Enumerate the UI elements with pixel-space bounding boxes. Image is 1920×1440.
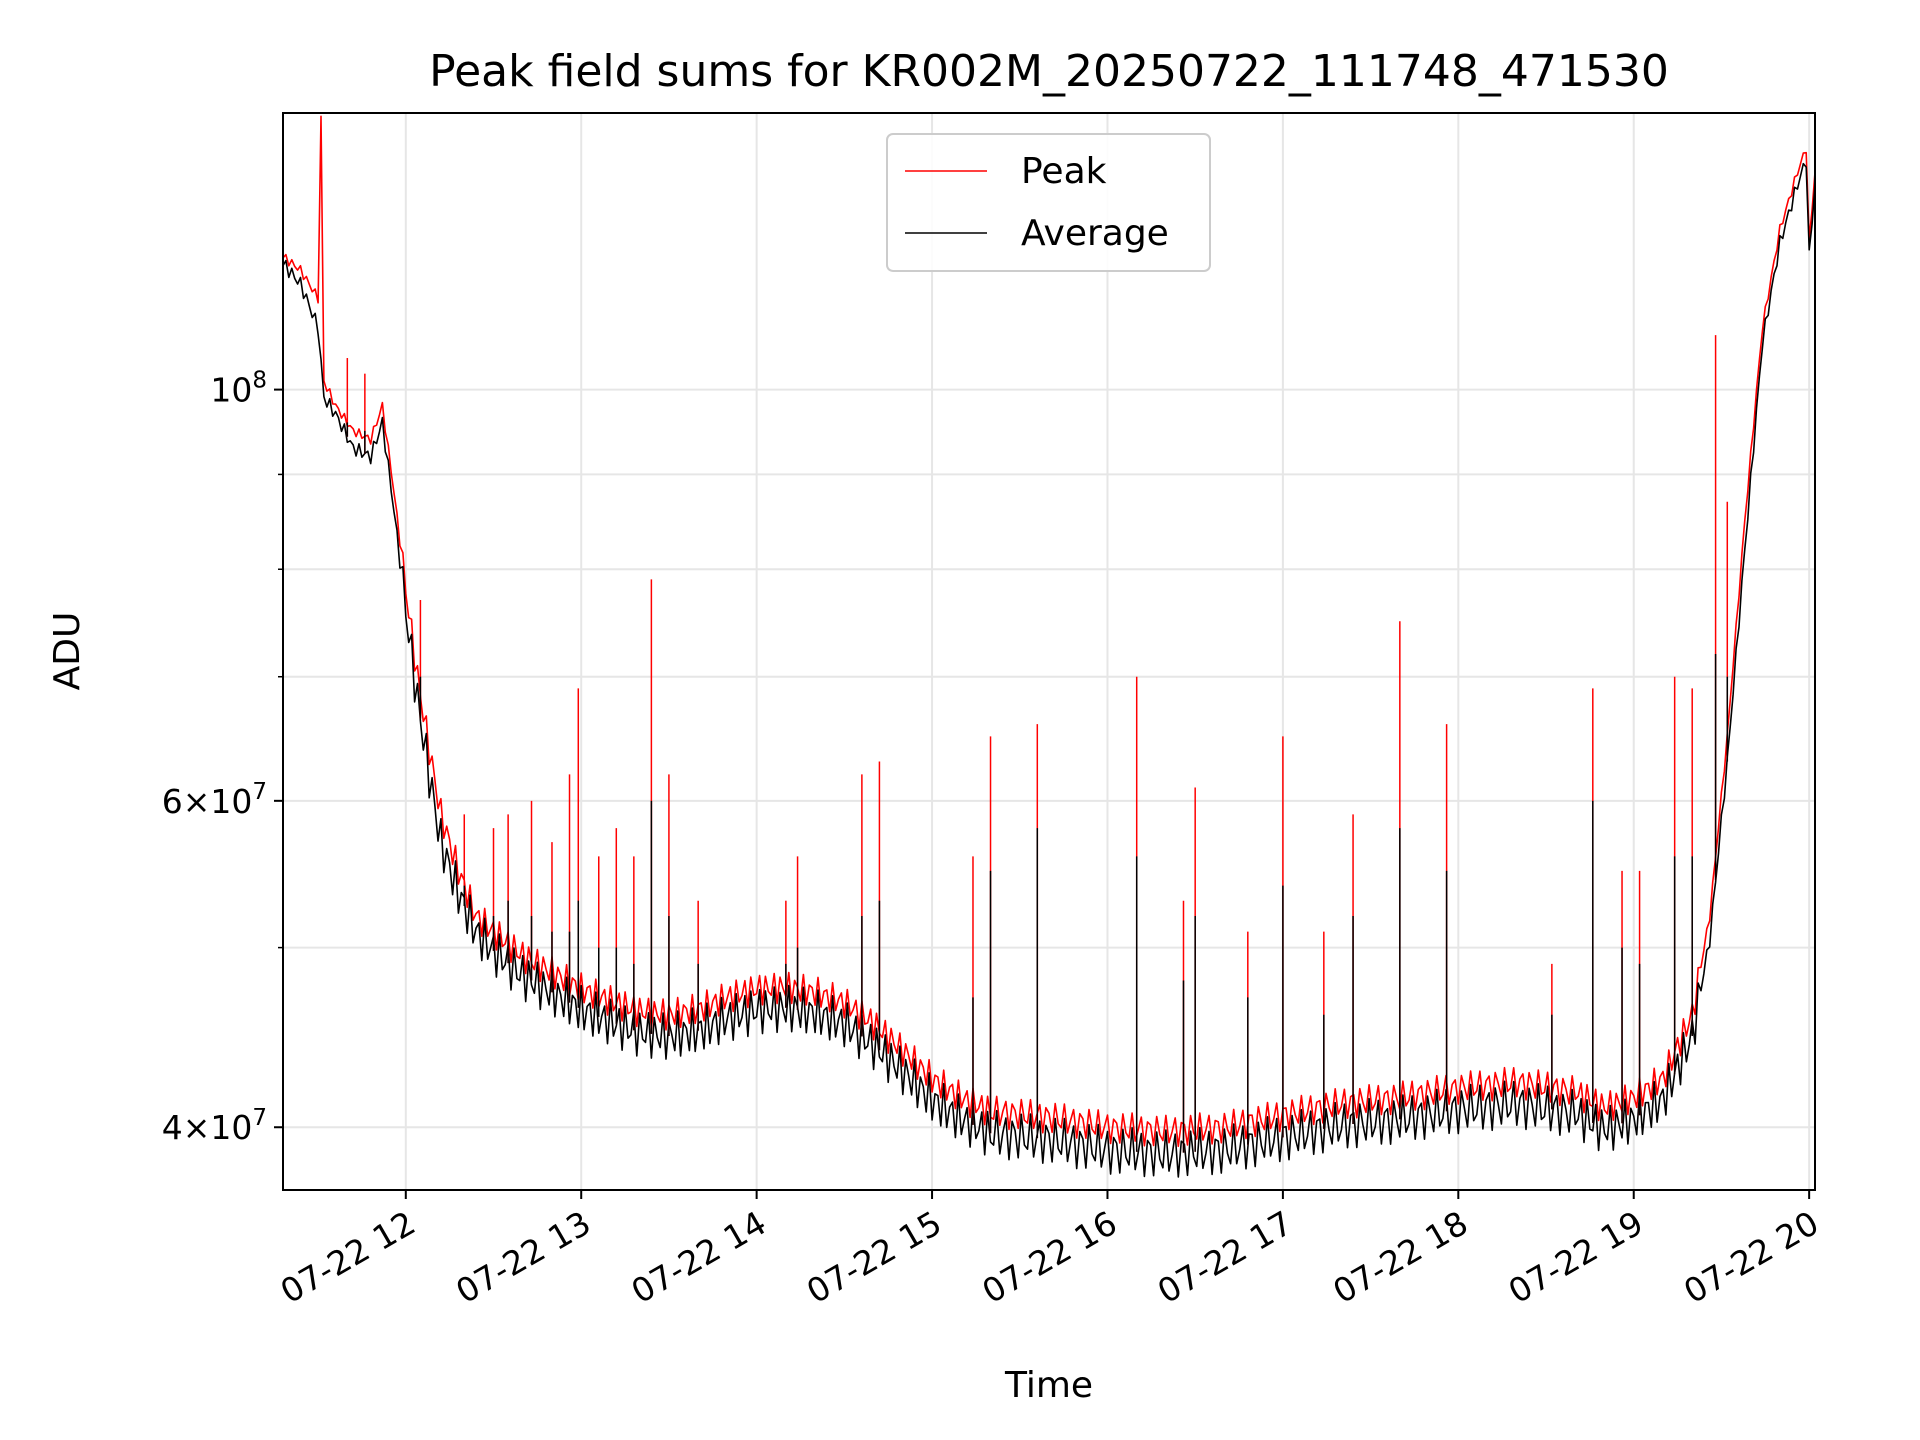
y-axis-label: ADU (47, 612, 88, 691)
legend-label-average: Average (1021, 213, 1169, 254)
x-axis-label: Time (1004, 1365, 1093, 1406)
grid-lines (283, 113, 1815, 1190)
legend: Peak Average (886, 133, 1211, 272)
plot-series (282, 115, 1816, 1178)
chart-title: Peak field sums for KR002M_20250722_1117… (429, 46, 1669, 97)
y-axis-ticks: 4×107 6×107 108 (162, 368, 283, 1147)
legend-label-peak: Peak (1021, 151, 1107, 192)
legend-box (886, 133, 1211, 272)
plot-area-frame (282, 112, 1816, 1191)
y-tick-label: 4×107 (162, 1105, 267, 1147)
y-tick-label: 108 (210, 368, 267, 410)
y-tick-label: 6×107 (162, 779, 267, 821)
